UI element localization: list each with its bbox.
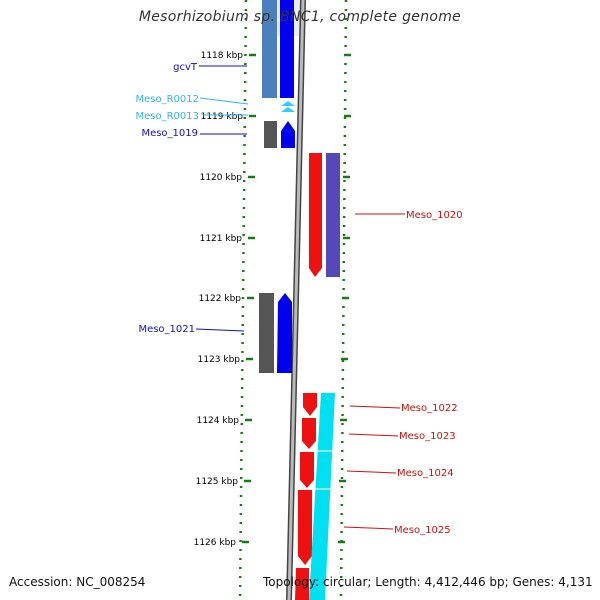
cds-meso-1020[interactable]	[309, 153, 322, 277]
label-gcvt[interactable]: gcvT	[173, 62, 198, 73]
scale-label-1125: 1125 kbp	[196, 477, 239, 487]
cds-next-reverse[interactable]	[295, 568, 309, 600]
scale-guide-left	[238, 0, 248, 600]
scale-label-1118: 1118 kbp	[201, 51, 244, 61]
gene-meso-1020[interactable]	[326, 153, 340, 277]
scale-label-1121: 1121 kbp	[200, 234, 243, 244]
leader-meso-r0012	[199, 97, 249, 105]
scale-label-1120: 1120 kbp	[200, 173, 243, 183]
label-meso-1021[interactable]: Meso_1021	[138, 324, 195, 335]
accession-text: Accession: NC_008254	[9, 575, 146, 589]
label-meso-r0012[interactable]: Meso_R0012	[135, 94, 199, 105]
rna-feature-meso-r0012[interactable]	[281, 101, 295, 106]
scale-label-1123: 1123 kbp	[198, 355, 241, 365]
backbone-line	[287, 0, 305, 600]
label-meso-r0013[interactable]: Meso_R0013	[135, 111, 199, 122]
forward-strand	[259, 0, 295, 373]
label-leaders	[195, 65, 405, 530]
scale-guides	[238, 0, 348, 600]
label-meso-1019[interactable]: Meso_1019	[141, 128, 198, 139]
backbone	[286, 0, 306, 600]
genome-summary-text: Topology: circular; Length: 4,412,446 bp…	[263, 575, 593, 589]
cds-meso-1023[interactable]	[302, 418, 316, 449]
leader-meso-1025	[343, 526, 394, 530]
scale-label-1126: 1126 kbp	[194, 538, 237, 548]
cds-gcvt-head	[280, 32, 294, 42]
leader-meso-1022	[349, 405, 401, 409]
map-title: Mesorhizobium sp. BNC1, complete genome	[138, 9, 462, 25]
leader-meso-1021	[195, 328, 245, 332]
cds-meso-1019[interactable]	[281, 121, 295, 148]
scale-label-1124: 1124 kbp	[197, 416, 240, 426]
gene-meso-1021[interactable]	[259, 293, 274, 373]
scale-guide-right	[339, 0, 348, 600]
feature-labels: gcvT Meso_R0012 Meso_R0013 Meso_1019 Mes…	[135, 62, 462, 536]
leader-meso-1023	[348, 433, 399, 437]
cds-meso-1024[interactable]	[300, 452, 314, 488]
reverse-strand	[295, 153, 340, 600]
label-meso-1023[interactable]: Meso_1023	[399, 431, 456, 442]
rna-feature-meso-r0013[interactable]	[281, 107, 295, 112]
label-meso-1020[interactable]: Meso_1020	[406, 210, 463, 221]
scale-labels: 1118 kbp 1119 kbp 1120 kbp 1121 kbp 1122…	[194, 51, 244, 548]
scale-label-1122: 1122 kbp	[199, 294, 242, 304]
scale-label-1119: 1119 kbp	[201, 112, 244, 122]
label-meso-1025[interactable]: Meso_1025	[394, 525, 451, 536]
cds-meso-1021[interactable]	[277, 293, 292, 373]
gene-gcvt[interactable]	[262, 0, 277, 98]
gene-meso-1019[interactable]	[264, 121, 277, 148]
cds-gcvt[interactable]	[280, 0, 294, 98]
cds-meso-1025[interactable]	[298, 490, 312, 565]
label-meso-1024[interactable]: Meso_1024	[397, 468, 454, 479]
leader-meso-1024	[346, 470, 397, 474]
scale-ticks	[242, 53, 351, 544]
label-meso-1022[interactable]: Meso_1022	[401, 403, 458, 414]
gene-cyan-block[interactable]	[309, 393, 335, 600]
cds-meso-1022[interactable]	[303, 393, 317, 416]
